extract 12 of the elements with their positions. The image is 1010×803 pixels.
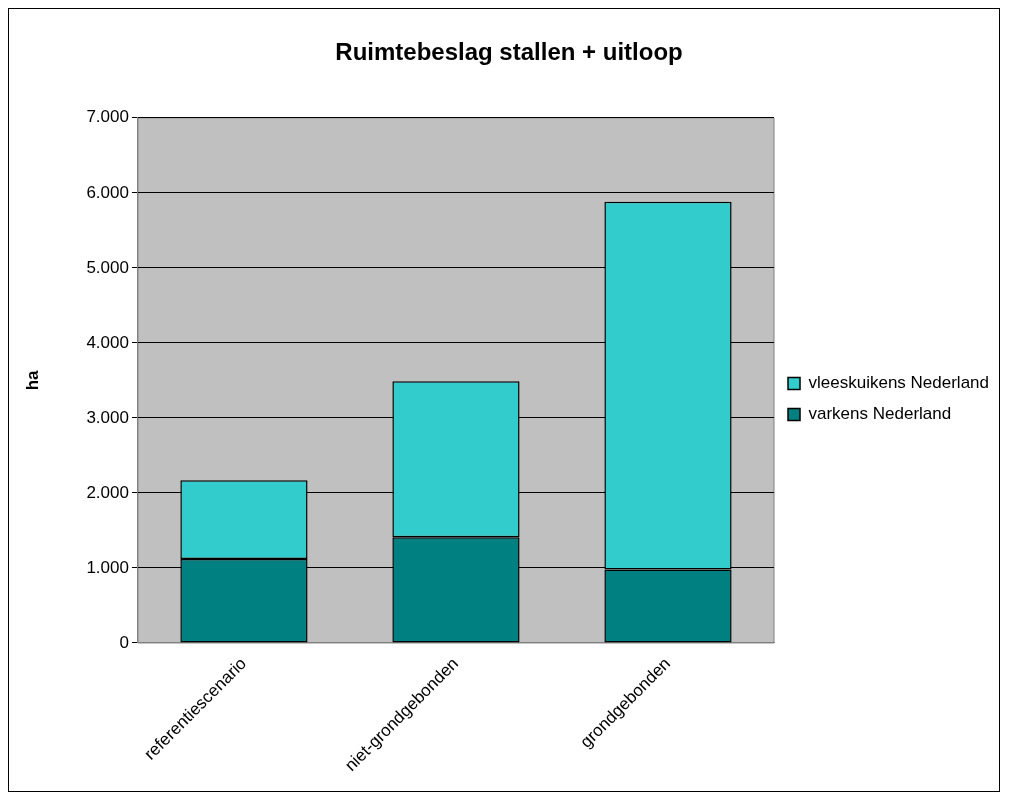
y-tick-label: 0: [119, 632, 129, 652]
y-tick-label: 2.000: [86, 482, 129, 502]
y-tick-label: 7.000: [86, 107, 129, 127]
legend-label: vleeskuikens Nederland: [808, 373, 990, 393]
y-axis-title: ha: [22, 369, 42, 391]
y-tick-label: 3.000: [86, 407, 129, 427]
legend-label: varkens Nederland: [808, 404, 952, 424]
chart-title: Ruimtebeslag stallen + uitloop: [335, 38, 683, 66]
y-tick-label: 6.000: [86, 182, 129, 202]
y-tick-label: 5.000: [86, 257, 129, 277]
y-tick-label: 1.000: [86, 557, 129, 577]
y-tick-label: 4.000: [86, 332, 129, 352]
